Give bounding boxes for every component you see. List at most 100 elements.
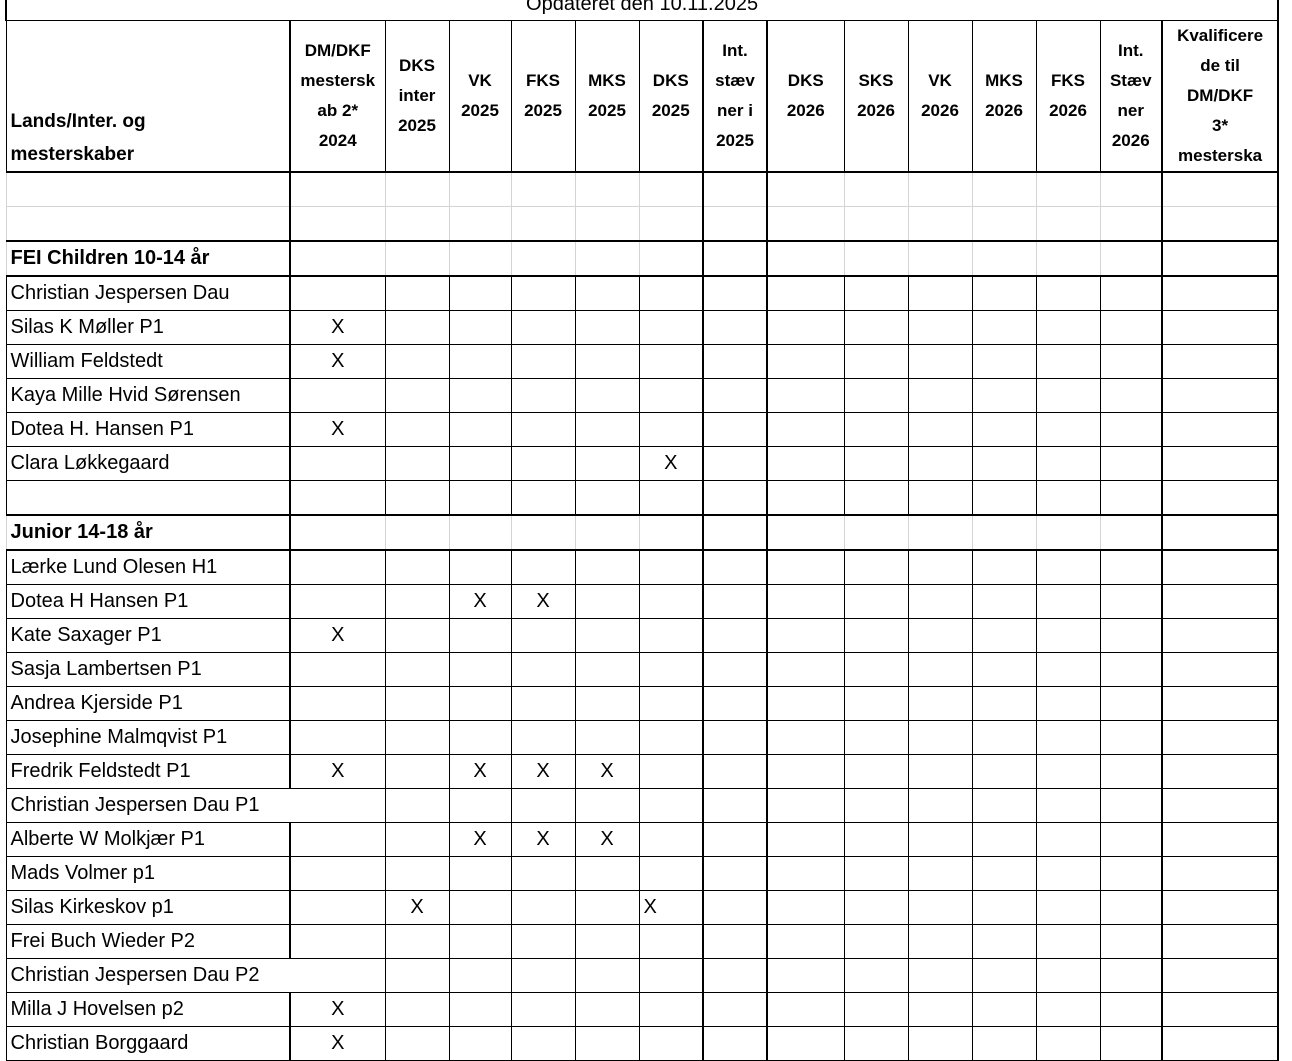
mark-cell[interactable] bbox=[907, 856, 973, 891]
mark-cell[interactable] bbox=[638, 958, 704, 993]
mark-cell[interactable] bbox=[1035, 788, 1101, 823]
mark-cell[interactable] bbox=[702, 856, 768, 891]
mark-cell[interactable] bbox=[971, 890, 1037, 925]
mark-cell[interactable] bbox=[971, 206, 1037, 242]
mark-cell[interactable] bbox=[1035, 412, 1101, 447]
mark-cell[interactable] bbox=[971, 240, 1037, 277]
mark-cell[interactable] bbox=[289, 822, 386, 857]
mark-cell[interactable] bbox=[384, 480, 450, 516]
mark-cell[interactable] bbox=[971, 652, 1037, 687]
mark-cell[interactable] bbox=[843, 890, 909, 925]
mark-cell[interactable] bbox=[702, 924, 768, 959]
mark-cell[interactable] bbox=[574, 720, 640, 755]
mark-cell[interactable] bbox=[907, 480, 973, 516]
mark-cell[interactable] bbox=[574, 788, 640, 823]
mark-cell[interactable] bbox=[1099, 446, 1163, 481]
mark-cell[interactable] bbox=[289, 206, 386, 242]
qualified-mark-cell[interactable]: X bbox=[289, 412, 386, 447]
mark-cell[interactable] bbox=[702, 378, 768, 413]
mark-cell[interactable] bbox=[1160, 378, 1280, 413]
mark-cell[interactable] bbox=[289, 924, 386, 959]
mark-cell[interactable] bbox=[702, 618, 768, 653]
mark-cell[interactable] bbox=[1035, 924, 1101, 959]
mark-cell[interactable] bbox=[1160, 584, 1280, 619]
header-cell-column[interactable]: DKS 2026 bbox=[766, 20, 845, 173]
mark-cell[interactable] bbox=[510, 344, 576, 379]
mark-cell[interactable] bbox=[1035, 206, 1101, 242]
mark-cell[interactable] bbox=[843, 378, 909, 413]
mark-cell[interactable] bbox=[384, 686, 450, 721]
mark-cell[interactable] bbox=[638, 686, 704, 721]
mark-cell[interactable] bbox=[448, 1026, 512, 1061]
mark-cell[interactable] bbox=[638, 788, 704, 823]
mark-cell[interactable] bbox=[574, 652, 640, 687]
mark-cell[interactable] bbox=[510, 514, 576, 551]
mark-cell[interactable] bbox=[971, 754, 1037, 789]
qualified-mark-cell[interactable]: X bbox=[289, 1026, 386, 1061]
mark-cell[interactable] bbox=[971, 992, 1037, 1027]
mark-cell[interactable] bbox=[510, 412, 576, 447]
mark-cell[interactable] bbox=[1099, 480, 1163, 516]
mark-cell[interactable] bbox=[448, 652, 512, 687]
mark-cell[interactable] bbox=[971, 171, 1037, 207]
mark-cell[interactable] bbox=[510, 275, 576, 311]
mark-cell[interactable] bbox=[1160, 240, 1280, 277]
mark-cell[interactable] bbox=[702, 822, 768, 857]
mark-cell[interactable] bbox=[1099, 924, 1163, 959]
mark-cell[interactable] bbox=[638, 652, 704, 687]
header-cell-column[interactable]: Kvalificere de til DM/DKF 3* mesterska bbox=[1160, 20, 1280, 173]
mark-cell[interactable] bbox=[1035, 890, 1101, 925]
mark-cell[interactable] bbox=[766, 378, 845, 413]
header-cell-column[interactable]: DKS 2025 bbox=[638, 20, 704, 173]
mark-cell[interactable] bbox=[638, 378, 704, 413]
mark-cell[interactable] bbox=[766, 652, 845, 687]
mark-cell[interactable] bbox=[448, 992, 512, 1027]
mark-cell[interactable] bbox=[1035, 584, 1101, 619]
mark-cell[interactable] bbox=[907, 924, 973, 959]
mark-cell[interactable] bbox=[448, 344, 512, 379]
mark-cell[interactable] bbox=[638, 1026, 704, 1061]
mark-cell[interactable] bbox=[448, 890, 512, 925]
mark-cell[interactable] bbox=[1035, 344, 1101, 379]
mark-cell[interactable] bbox=[289, 378, 386, 413]
mark-cell[interactable] bbox=[574, 344, 640, 379]
mark-cell[interactable] bbox=[843, 310, 909, 345]
mark-cell[interactable] bbox=[1160, 344, 1280, 379]
mark-cell[interactable] bbox=[1099, 1026, 1163, 1061]
rider-name-cell[interactable]: Silas K Møller P1 bbox=[5, 310, 291, 345]
mark-cell[interactable] bbox=[510, 890, 576, 925]
mark-cell[interactable] bbox=[1099, 378, 1163, 413]
mark-cell[interactable] bbox=[448, 240, 512, 277]
mark-cell[interactable] bbox=[1035, 446, 1101, 481]
rider-name-cell[interactable]: Sasja Lambertsen P1 bbox=[5, 652, 291, 687]
mark-cell[interactable] bbox=[1099, 958, 1163, 993]
mark-cell[interactable] bbox=[574, 924, 640, 959]
mark-cell[interactable] bbox=[702, 652, 768, 687]
rider-name-cell[interactable]: Christian Jespersen Dau P2 bbox=[5, 958, 290, 993]
mark-cell[interactable] bbox=[289, 171, 386, 207]
mark-cell[interactable] bbox=[907, 584, 973, 619]
mark-cell[interactable] bbox=[384, 171, 450, 207]
mark-cell[interactable] bbox=[574, 1026, 640, 1061]
mark-cell[interactable] bbox=[448, 446, 512, 481]
mark-cell[interactable] bbox=[1035, 856, 1101, 891]
mark-cell[interactable] bbox=[907, 720, 973, 755]
rider-name-cell[interactable] bbox=[5, 171, 291, 207]
mark-cell[interactable] bbox=[702, 754, 768, 789]
mark-cell[interactable] bbox=[843, 584, 909, 619]
mark-cell[interactable] bbox=[971, 412, 1037, 447]
mark-cell[interactable] bbox=[448, 549, 512, 585]
header-cell-column[interactable]: Int. stæv ner i 2025 bbox=[702, 20, 768, 173]
mark-cell[interactable] bbox=[766, 480, 845, 516]
mark-cell[interactable] bbox=[843, 822, 909, 857]
qualified-mark-cell[interactable]: X bbox=[448, 584, 512, 619]
mark-cell[interactable] bbox=[1160, 206, 1280, 242]
mark-cell[interactable] bbox=[702, 446, 768, 481]
header-cell-column[interactable]: FKS 2025 bbox=[510, 20, 576, 173]
mark-cell[interactable] bbox=[1099, 890, 1163, 925]
mark-cell[interactable] bbox=[907, 344, 973, 379]
mark-cell[interactable] bbox=[1035, 171, 1101, 207]
rider-name-cell[interactable]: Alberte W Molkjær P1 bbox=[5, 822, 291, 857]
mark-cell[interactable] bbox=[384, 549, 450, 585]
rider-name-cell[interactable]: Fredrik Feldstedt P1 bbox=[5, 754, 291, 789]
